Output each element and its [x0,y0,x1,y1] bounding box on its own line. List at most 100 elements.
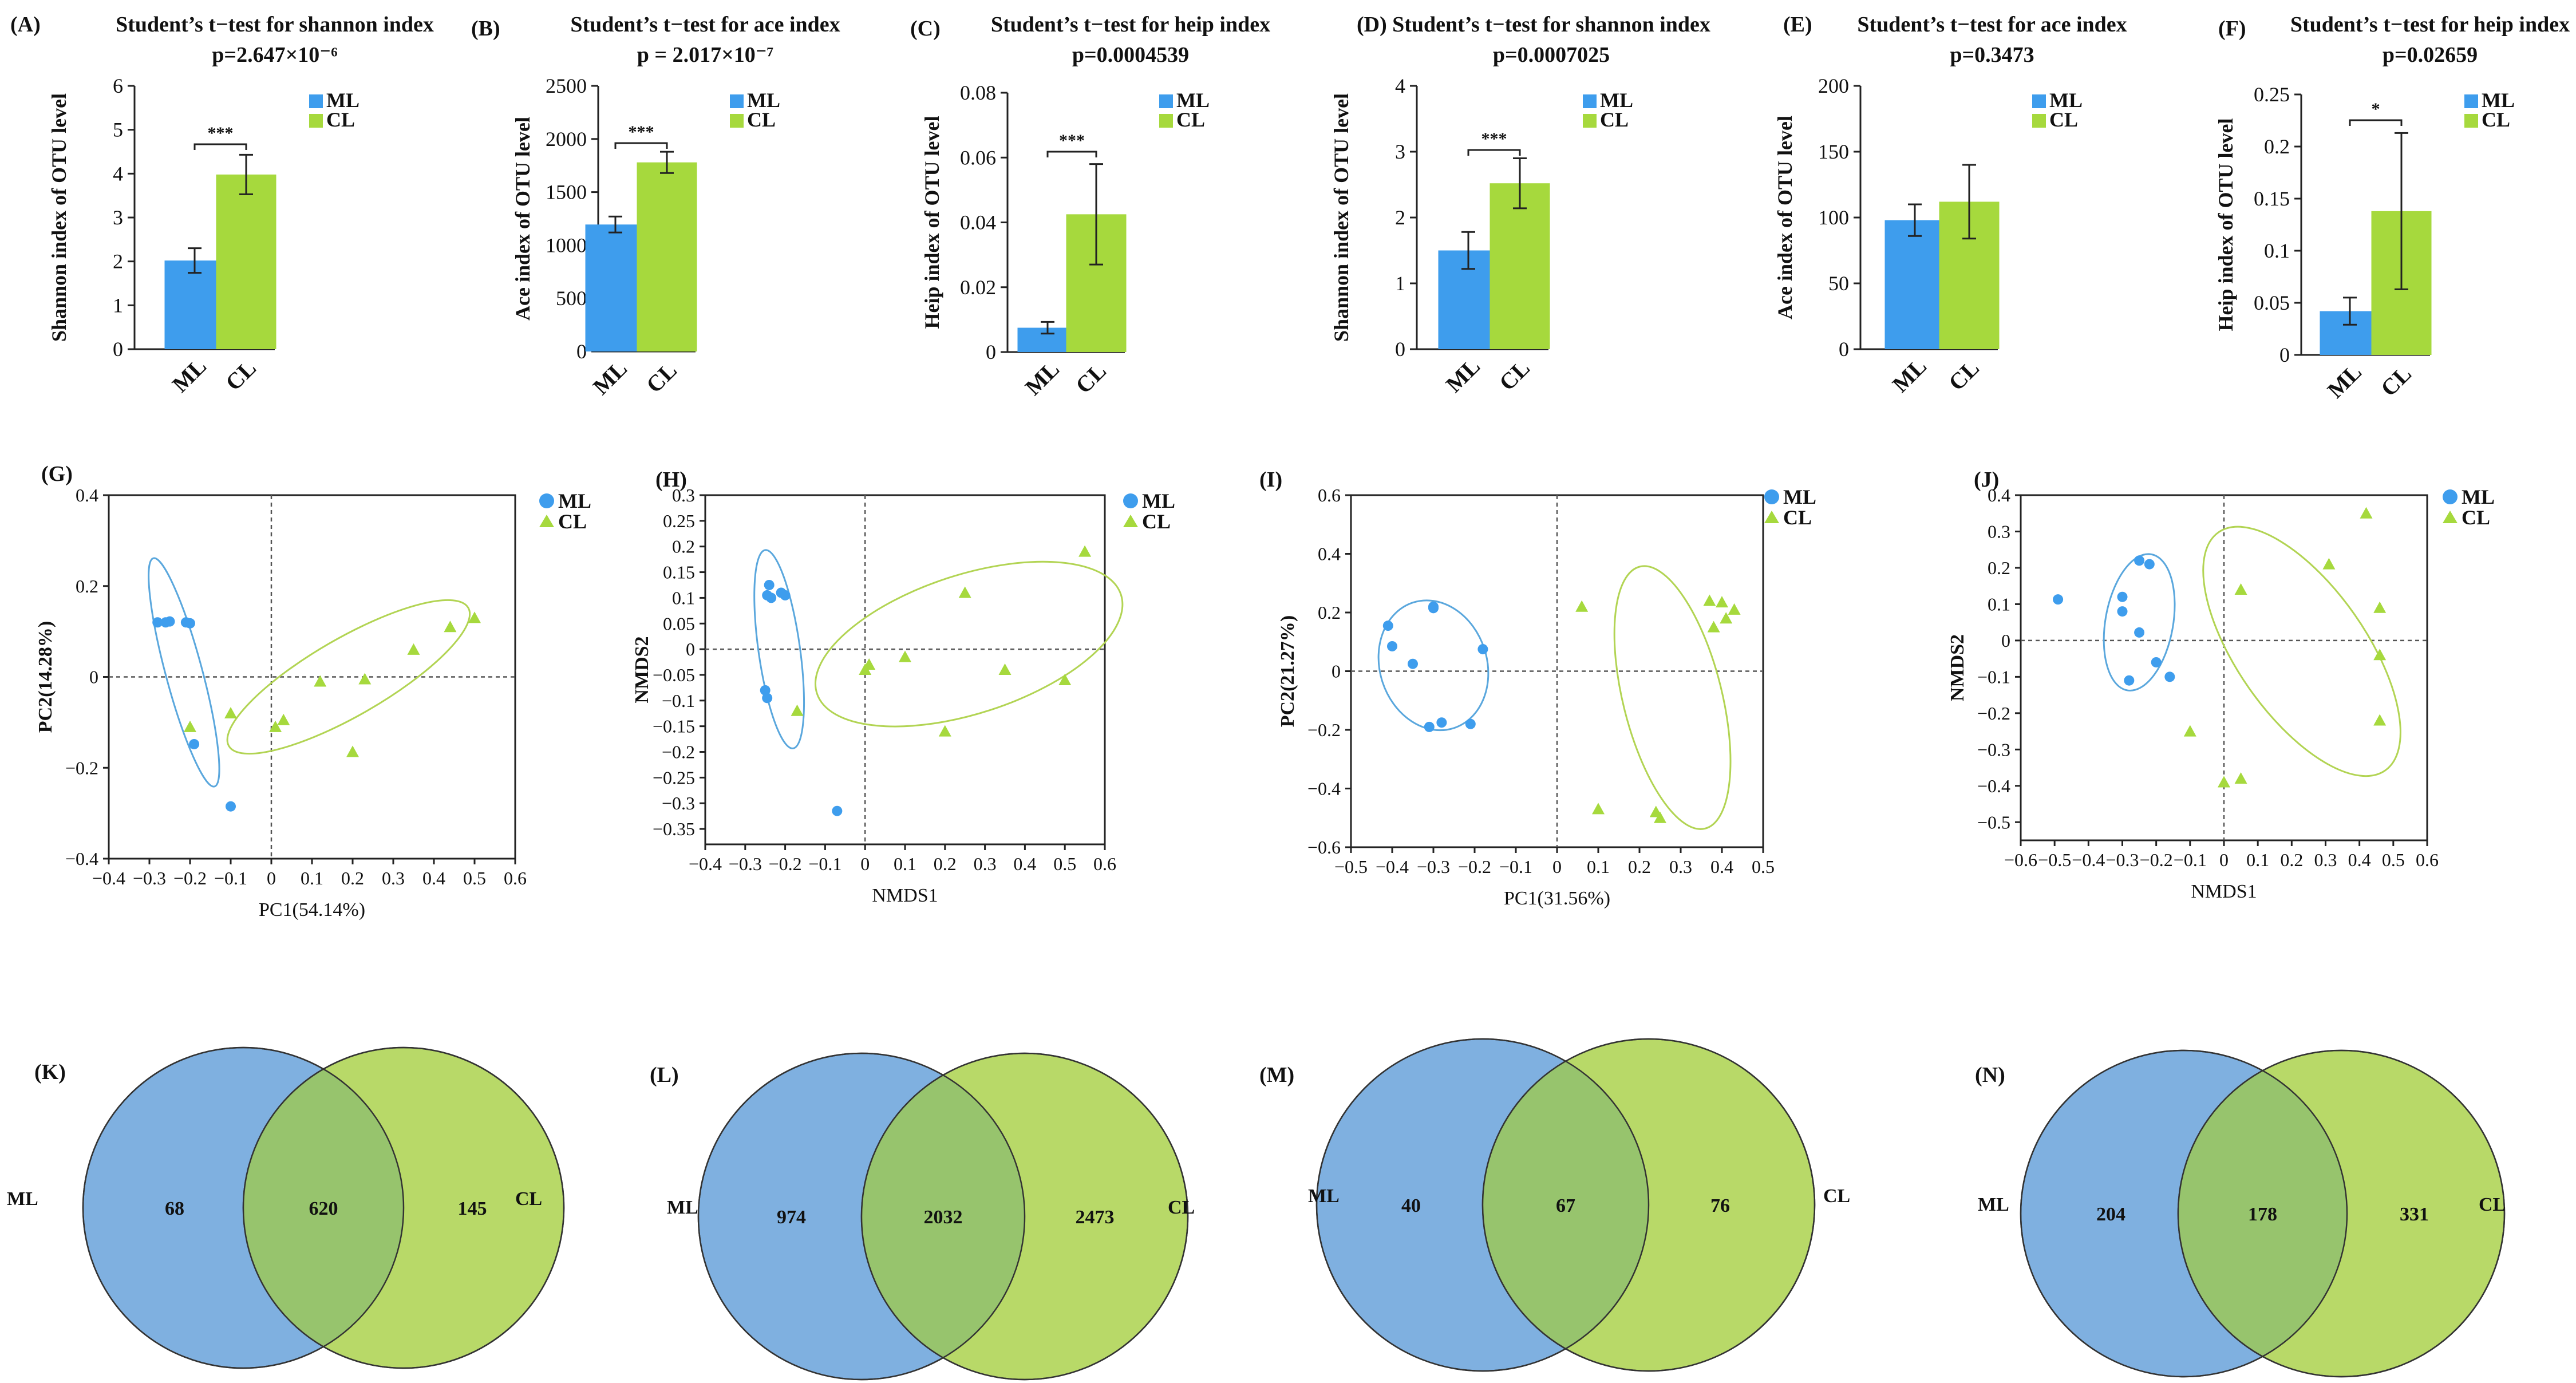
point-cl [2360,507,2373,519]
y-tick-label: −0.1 [1977,666,2010,687]
x-tick-label: CL [1943,355,1984,396]
x-tick-label: −0.1 [1499,856,1532,877]
legend-marker-cl [1123,515,1138,527]
panel-label: (C) [910,17,941,41]
point-ml [1436,717,1447,728]
x-tick-label: −0.3 [729,853,762,874]
x-tick-label: 0 [860,853,870,874]
panel-label: (D) [1357,13,1387,37]
chart-title: Student’s t−test for heip index [2290,13,2570,37]
chart-title: Student’s t−test for heip index [991,13,1270,37]
x-tick-label: ML [2322,359,2366,403]
y-axis-label: NMDS2 [1947,634,1968,701]
x-tick-label: 0.5 [1053,853,1076,874]
venn-overlap [2178,1050,2347,1377]
y-tick-label: −0.2 [65,757,98,778]
y-tick-label: −0.25 [653,767,695,788]
x-tick-label: ML [1887,353,1931,397]
legend-swatch-cl [1159,114,1173,128]
point-ml [760,685,771,696]
y-tick-label: −0.4 [65,848,98,869]
point-ml [226,801,236,812]
point-cl [444,621,457,633]
panel-label: (H) [655,468,687,492]
point-cl [346,745,359,757]
x-tick-label: CL [220,355,261,396]
y-tick-label: 3 [1395,140,1405,163]
legend-swatch-ml [2464,94,2478,108]
x-tick-label: 0.1 [894,853,916,874]
bar-panel-c: (C) Student’s t−test for heip index p=0.00… [910,13,1270,400]
legend-swatch-ml [309,94,323,108]
bar-panel-e: (E) Student’s t−test for ace index p=0.347… [1773,13,2127,397]
venn-outline-ml [2020,1049,2348,1378]
y-axis-label: PC2(21.27%) [1277,615,1298,727]
legend-marker-ml [2443,489,2458,504]
venn-label-ml: ML [7,1188,38,1210]
y-tick-label: 0.15 [2254,187,2290,210]
x-axis-label: PC1(54.14%) [259,899,365,920]
panel-label: (L) [650,1063,679,1087]
x-axis-label: NMDS1 [872,885,938,906]
confidence-ellipse-cl [226,599,471,755]
venn-count-ml-only: 204 [2096,1204,2125,1225]
x-tick-label: −0.6 [2004,849,2037,870]
x-tick-label: 0 [267,868,276,888]
legend-marker-cl [539,515,554,527]
legend-label-ml: ML [2482,89,2515,112]
x-tick-label: 0.5 [2382,849,2405,870]
point-cl [2218,776,2230,788]
point-ml [1387,641,1397,651]
legend-marker-ml [1764,489,1779,504]
venn-label-ml: ML [1308,1186,1340,1207]
significance-stars: *** [208,124,234,143]
y-axis-label: Ace index of OTU level [1773,116,1796,319]
y-tick-label: 0.05 [2254,291,2290,314]
venn-overlap [1483,1039,1649,1371]
significance-bracket [193,143,247,150]
y-tick-label: −0.2 [662,742,695,762]
y-tick-label: 0 [89,667,98,687]
confidence-ellipse-ml [753,549,805,749]
point-cl [2373,601,2387,613]
bar-panel-a: (A) Student’s t−test for shannon index p=2… [10,13,434,397]
y-tick-label: 5 [113,118,123,141]
legend-label-cl: CL [2482,108,2510,131]
point-ml [1465,718,1476,729]
panel-label: (K) [34,1060,66,1084]
point-ml [1424,721,1435,732]
x-tick-label: ML [1441,353,1485,397]
y-tick-label: 0.06 [960,146,996,169]
x-tick-label: 0.2 [341,868,364,888]
x-tick-label: 0 [1552,856,1562,877]
x-tick-label: −0.2 [769,853,802,874]
chart-subtitle: p=0.3473 [1950,43,2034,67]
x-tick-label: 0.2 [1628,856,1651,877]
significance-stars: *** [1481,129,1507,148]
point-ml [766,592,777,603]
y-tick-label: 0.2 [2264,135,2290,158]
y-tick-label: −0.4 [1977,776,2010,796]
x-axis-label: NMDS1 [2191,881,2257,902]
y-tick-label: 0.08 [960,81,996,104]
point-ml [2134,627,2145,638]
x-tick-label: −0.3 [1417,856,1450,877]
legend-marker-ml [539,493,554,508]
point-cl [2373,714,2387,726]
panel-label: (G) [41,462,73,486]
legend-label-cl: CL [1176,108,1205,131]
y-tick-label: 1000 [546,234,587,256]
x-tick-label: 0.5 [1752,856,1775,877]
point-cl [224,707,237,718]
plot-frame [704,494,1106,845]
y-tick-label: 0 [1395,338,1405,361]
y-tick-label: 3 [113,206,123,229]
bar-cl [1490,183,1550,349]
y-tick-label: −0.4 [1307,779,1341,799]
point-cl [1078,545,1092,557]
legend-label-cl: CL [1600,108,1629,131]
legend-swatch-ml [730,94,744,108]
point-cl [2322,558,2336,570]
significance-bracket [1046,151,1097,157]
venn-label-cl: CL [515,1188,542,1210]
